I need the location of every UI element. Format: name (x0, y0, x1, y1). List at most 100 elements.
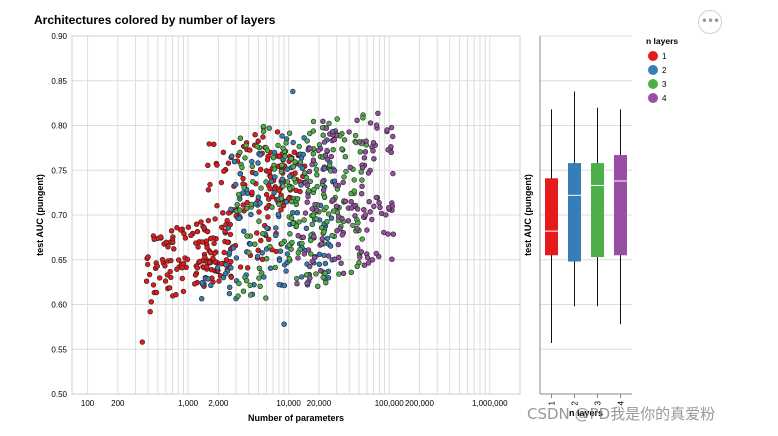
scatter-point (264, 157, 271, 163)
y-tick-label: 0.75 (51, 166, 67, 175)
scatter-point (280, 183, 286, 189)
scatter-point (162, 263, 168, 269)
scatter-point (199, 279, 206, 286)
scatter-point (231, 159, 238, 165)
scatter-point (240, 288, 247, 294)
scatter-point (192, 281, 198, 287)
scatter-points (139, 88, 396, 345)
scatter-point (362, 149, 369, 155)
scatter-point (322, 260, 329, 267)
scatter-point (210, 255, 216, 261)
scatter-point (284, 251, 291, 257)
scatter-point (236, 191, 242, 198)
scatter-point (381, 229, 387, 236)
scatter-point (325, 211, 332, 217)
scatter-point (291, 149, 297, 155)
scatter-point (235, 293, 241, 299)
scatter-point (279, 162, 285, 168)
x-tick-label: 20,000 (307, 399, 332, 408)
scatter-point (354, 117, 360, 124)
scatter-point (316, 261, 322, 267)
scatter-point (313, 216, 319, 222)
scatter-point (292, 159, 298, 165)
scatter-point (304, 138, 310, 144)
scatter-point (365, 260, 372, 266)
scatter-point (268, 178, 274, 185)
y-tick-label: 0.85 (51, 77, 67, 86)
scatter-point (147, 309, 153, 315)
scatter-point (346, 129, 352, 135)
scatter-point (239, 164, 245, 171)
scatter-point (259, 250, 265, 256)
scatter-point (281, 282, 288, 289)
scatter-point (310, 157, 317, 163)
scatter-point (350, 222, 356, 229)
scatter-point (256, 209, 262, 215)
legend-title: n layers (646, 36, 678, 46)
scatter-point (266, 125, 272, 131)
scatter-point (204, 228, 211, 235)
legend-label: 3 (662, 80, 667, 89)
scatter-point (242, 155, 248, 161)
scatter-point (354, 226, 360, 232)
x-axis-ticks: 100 200 1,000 2,000 10,000 20,000 100,000 200,0… (81, 399, 508, 408)
scatter-point (365, 170, 372, 176)
scatter-point (271, 190, 277, 196)
scatter-point (373, 194, 380, 201)
scatter-point (237, 264, 244, 270)
scatter-point (310, 212, 316, 219)
legend-swatch (648, 65, 658, 75)
scatter-point (315, 283, 321, 289)
scatter-frame (71, 35, 521, 395)
scatter-point (356, 139, 362, 145)
box-x-tick-label: 1 (548, 400, 557, 405)
scatter-point (162, 278, 169, 284)
scatter-point (371, 203, 377, 210)
scatter-point (272, 174, 278, 180)
scatter-point (208, 282, 214, 288)
scatter-point (255, 247, 261, 254)
scatter-point (361, 207, 367, 213)
scatter-point (384, 127, 390, 133)
scatter-point (299, 240, 305, 247)
scatter-point (174, 266, 180, 272)
scatter-point (246, 249, 252, 256)
scatter-point (143, 278, 150, 284)
scatter-point (314, 172, 320, 178)
scatter-point (273, 225, 279, 231)
scatter-point (357, 254, 363, 260)
scatter-point (274, 129, 281, 135)
scatter-point (364, 254, 371, 261)
scatter-point (255, 194, 262, 200)
y-tick-label: 0.60 (51, 301, 67, 310)
scatter-point (248, 211, 254, 218)
scatter-point (290, 210, 296, 216)
scatter-point (348, 205, 355, 211)
scatter-point (303, 174, 310, 181)
scatter-point (362, 212, 369, 218)
scatter-point (287, 173, 293, 180)
scatter-point (195, 244, 201, 250)
scatter-point (267, 243, 273, 250)
scatter-point (260, 134, 266, 140)
scatter-point (307, 130, 313, 137)
scatter-point (205, 276, 211, 282)
more-options-button[interactable]: ••• (698, 10, 722, 34)
scatter-point (277, 248, 284, 254)
scatter-point (265, 214, 271, 220)
scatter-point (321, 229, 327, 235)
scatter-point (188, 232, 194, 239)
y-tick-label: 0.80 (51, 122, 67, 131)
scatter-point (275, 142, 281, 149)
scatter-point (320, 118, 326, 125)
scatter-point (264, 147, 271, 154)
scatter-point (354, 263, 360, 269)
scatter-point (214, 203, 220, 209)
scatter-point (389, 256, 395, 262)
legend-swatch (648, 51, 658, 61)
scatter-point (311, 234, 317, 240)
x-tick-label: 10,000 (276, 399, 301, 408)
scatter-point (377, 204, 383, 211)
scatter-point (224, 239, 231, 246)
